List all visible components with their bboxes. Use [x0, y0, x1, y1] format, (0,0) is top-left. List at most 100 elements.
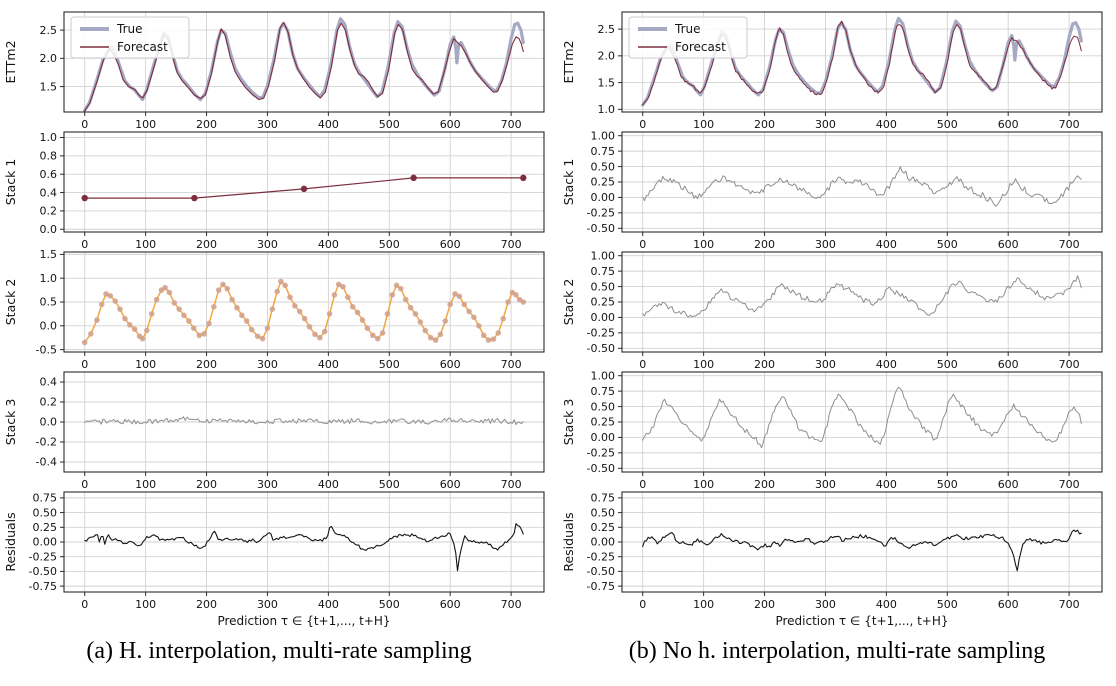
svg-text:500: 500	[937, 358, 958, 371]
svg-text:-0.25: -0.25	[587, 550, 615, 563]
svg-text:600: 600	[440, 358, 461, 371]
svg-text:300: 300	[257, 598, 278, 611]
svg-text:0.2: 0.2	[40, 396, 58, 409]
svg-text:300: 300	[815, 598, 836, 611]
svg-text:600: 600	[998, 238, 1019, 251]
svg-text:100: 100	[693, 118, 714, 131]
svg-text:200: 200	[196, 358, 217, 371]
x-axis-label-b: Prediction τ ∈ {t+1,..., t+H}	[775, 614, 948, 628]
svg-text:400: 400	[318, 238, 339, 251]
svg-text:400: 400	[318, 118, 339, 131]
svg-text:600: 600	[440, 478, 461, 491]
svg-text:300: 300	[257, 358, 278, 371]
svg-text:0.6: 0.6	[40, 168, 58, 181]
svg-text:700: 700	[1059, 238, 1080, 251]
svg-text:-0.2: -0.2	[36, 436, 57, 449]
y-axis-label-a-1: Stack 1	[3, 159, 18, 206]
svg-text:0.0: 0.0	[40, 416, 58, 429]
svg-text:200: 200	[196, 598, 217, 611]
svg-text:0.25: 0.25	[591, 416, 616, 429]
chart-svg-column-a: 1.5 2.0 2.5 0 100 200 300 400 500 600 700 ETTm2 True…	[3, 11, 545, 628]
svg-text:Forecast: Forecast	[675, 40, 726, 54]
svg-text:-0.50: -0.50	[29, 565, 57, 578]
svg-text:400: 400	[318, 478, 339, 491]
svg-text:400: 400	[318, 598, 339, 611]
svg-text:0.25: 0.25	[591, 176, 616, 189]
x-axis-label-a: Prediction τ ∈ {t+1,..., t+H}	[217, 614, 390, 628]
svg-text:True: True	[674, 22, 701, 36]
svg-text:0.00: 0.00	[591, 311, 616, 324]
svg-text:600: 600	[998, 358, 1019, 371]
svg-text:700: 700	[501, 118, 522, 131]
svg-text:700: 700	[1059, 118, 1080, 131]
chart-row: 1.5 2.0 2.5 0 100 200 300 400 500 600 700 ETTm2 True…	[3, 0, 1116, 630]
svg-text:0.8: 0.8	[40, 150, 58, 163]
svg-text:0: 0	[81, 598, 88, 611]
svg-text:400: 400	[876, 358, 897, 371]
svg-text:-0.75: -0.75	[587, 580, 615, 593]
svg-text:1.5: 1.5	[598, 76, 616, 89]
svg-text:0.50: 0.50	[591, 160, 616, 173]
svg-text:0.50: 0.50	[591, 280, 616, 293]
y-axis-label-b-4: Residuals	[561, 512, 576, 571]
svg-text:300: 300	[815, 358, 836, 371]
svg-text:700: 700	[1059, 478, 1080, 491]
svg-text:-0.4: -0.4	[36, 456, 57, 469]
svg-text:700: 700	[501, 478, 522, 491]
svg-text:0: 0	[81, 478, 88, 491]
svg-text:500: 500	[937, 478, 958, 491]
svg-text:1.00: 1.00	[591, 369, 616, 382]
svg-text:2.0: 2.0	[598, 50, 616, 63]
svg-text:0.75: 0.75	[33, 492, 58, 505]
svg-text:200: 200	[196, 478, 217, 491]
svg-text:2.5: 2.5	[598, 23, 616, 36]
svg-text:700: 700	[1059, 358, 1080, 371]
svg-text:0.00: 0.00	[591, 536, 616, 549]
svg-text:0.0: 0.0	[40, 223, 58, 236]
svg-text:100: 100	[693, 598, 714, 611]
svg-text:0.00: 0.00	[33, 536, 58, 549]
svg-text:300: 300	[257, 238, 278, 251]
svg-text:200: 200	[754, 478, 775, 491]
svg-text:0: 0	[639, 358, 646, 371]
svg-text:200: 200	[754, 118, 775, 131]
svg-text:0: 0	[639, 238, 646, 251]
svg-text:100: 100	[135, 598, 156, 611]
svg-text:0.75: 0.75	[591, 385, 616, 398]
svg-text:-0.50: -0.50	[587, 342, 615, 355]
chart-svg-column-b: 1.0 1.5 2.0 2.5 0 100 200 300 400 500 600 700 ETTm2 T…	[561, 11, 1103, 628]
svg-text:100: 100	[693, 478, 714, 491]
svg-text:1.0: 1.0	[40, 131, 58, 144]
svg-text:500: 500	[379, 478, 400, 491]
svg-text:0.25: 0.25	[591, 521, 616, 534]
svg-text:0.75: 0.75	[591, 265, 616, 278]
svg-text:300: 300	[815, 478, 836, 491]
svg-text:100: 100	[135, 118, 156, 131]
svg-text:0: 0	[81, 238, 88, 251]
y-axis-label-b-1: Stack 1	[561, 159, 576, 206]
svg-text:-0.25: -0.25	[587, 447, 615, 460]
caption-row: (a) H. interpolation, multi-rate samplin…	[0, 638, 1116, 665]
svg-text:2.0: 2.0	[40, 52, 58, 65]
svg-text:0.0: 0.0	[40, 320, 58, 333]
svg-text:700: 700	[501, 238, 522, 251]
svg-text:500: 500	[379, 118, 400, 131]
svg-text:400: 400	[876, 238, 897, 251]
svg-text:600: 600	[998, 478, 1019, 491]
svg-text:Forecast: Forecast	[117, 40, 168, 54]
y-axis-label-a-3: Stack 3	[3, 399, 18, 446]
svg-text:0: 0	[639, 598, 646, 611]
svg-text:-0.50: -0.50	[587, 222, 615, 235]
svg-text:0.00: 0.00	[591, 431, 616, 444]
svg-text:600: 600	[998, 118, 1019, 131]
svg-text:500: 500	[379, 238, 400, 251]
svg-text:2.5: 2.5	[40, 24, 58, 37]
svg-text:0.5: 0.5	[40, 296, 58, 309]
svg-text:-0.25: -0.25	[587, 207, 615, 220]
svg-text:True: True	[116, 22, 143, 36]
svg-text:300: 300	[815, 118, 836, 131]
chart-column-b: 1.0 1.5 2.0 2.5 0 100 200 300 400 500 600 700 ETTm2 T…	[558, 0, 1116, 630]
svg-text:0.00: 0.00	[591, 191, 616, 204]
svg-text:700: 700	[501, 358, 522, 371]
